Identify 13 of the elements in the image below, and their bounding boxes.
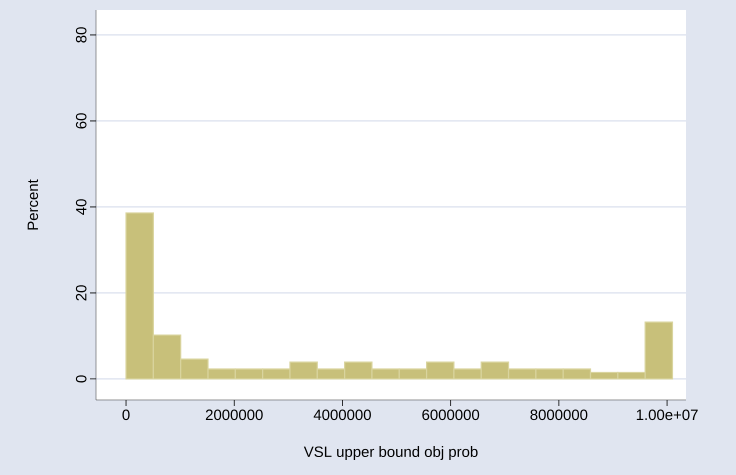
- y-tick-label: 80: [76, 27, 86, 43]
- x-tick-label: 6000000: [422, 410, 480, 420]
- y-tick-label: 40: [76, 199, 86, 215]
- x-tick-label: 0: [122, 410, 130, 420]
- y-axis-title: Percent: [28, 179, 38, 230]
- x-tick-label: 8000000: [530, 410, 588, 420]
- x-tick-label: 2000000: [206, 410, 263, 420]
- x-axis-title: VSL upper bound obj prob: [304, 446, 478, 460]
- y-tick-label: 20: [76, 285, 86, 300]
- y-tick-label: 60: [76, 113, 86, 128]
- y-tick-label: 0: [76, 375, 86, 382]
- x-tick-label: 1.00e+07: [636, 410, 698, 420]
- x-tick-label: 4000000: [314, 410, 371, 420]
